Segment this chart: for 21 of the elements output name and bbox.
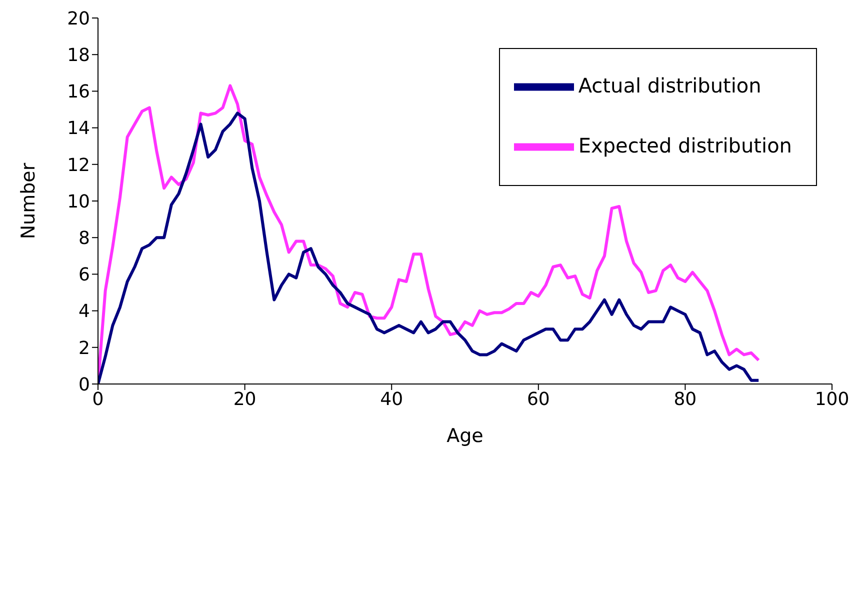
x-tick-label: 80 bbox=[674, 388, 697, 410]
y-axis-title: Number bbox=[18, 162, 40, 240]
y-tick-label: 10 bbox=[67, 191, 90, 212]
y-tick-label: 12 bbox=[67, 154, 90, 176]
y-tick-label: 2 bbox=[78, 338, 90, 359]
legend-label: Actual distribution bbox=[578, 73, 762, 98]
y-tick-label: 18 bbox=[67, 44, 90, 66]
y-tick-label: 16 bbox=[67, 82, 90, 103]
legend-label: Expected distribution bbox=[578, 133, 792, 158]
y-tick-label: 8 bbox=[78, 228, 90, 249]
x-tick-label: 20 bbox=[233, 388, 256, 410]
y-tick-label: 4 bbox=[78, 301, 90, 322]
y-tick-label: 6 bbox=[78, 264, 90, 286]
x-tick-label: 100 bbox=[814, 388, 850, 410]
x-tick-label: 0 bbox=[92, 388, 104, 410]
y-tick-label: 0 bbox=[78, 374, 90, 396]
x-tick-label: 40 bbox=[380, 388, 404, 410]
y-tick-label: 14 bbox=[67, 118, 90, 140]
y-tick-label: 20 bbox=[67, 8, 90, 30]
x-tick-label: 60 bbox=[526, 388, 550, 410]
x-axis-title: Age bbox=[446, 425, 484, 447]
